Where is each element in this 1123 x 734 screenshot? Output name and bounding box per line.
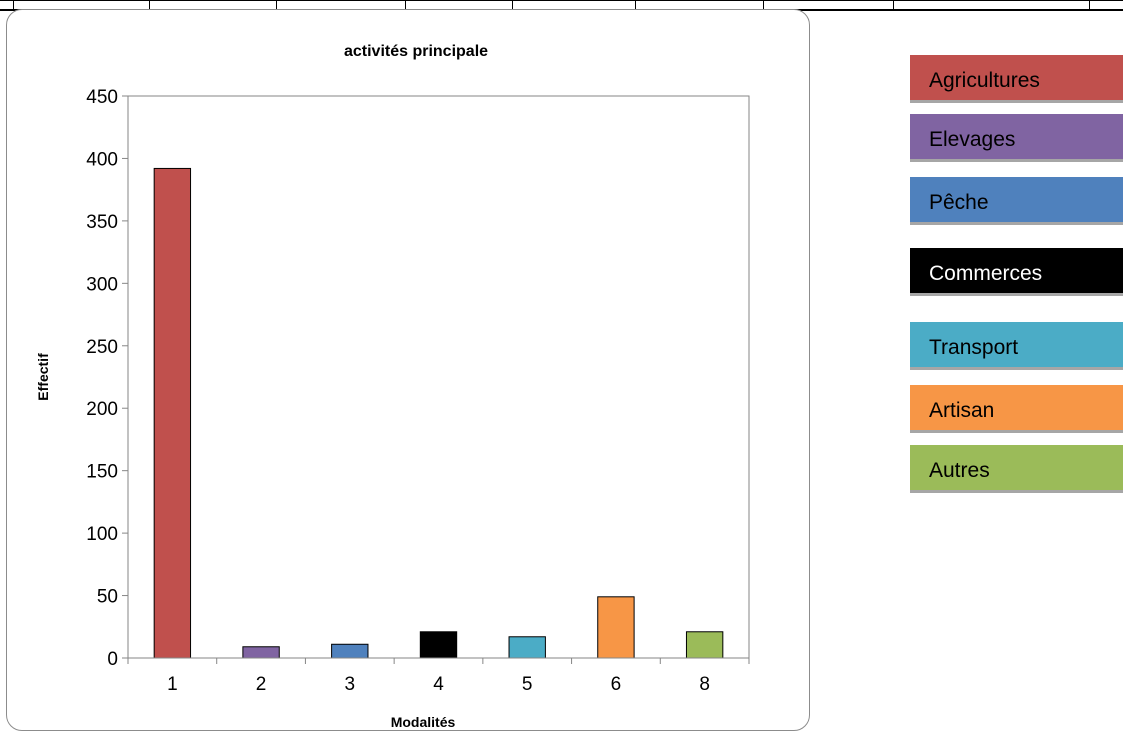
legend-box-commerces: Commerces	[910, 248, 1123, 296]
legend-box-agricultures: Agricultures	[910, 55, 1123, 103]
legend-label: Autres	[929, 459, 990, 482]
x-tick-label: 2	[256, 674, 267, 695]
table-cell-divider	[893, 0, 894, 11]
table-cell-divider	[13, 0, 14, 11]
table-cell-divider	[763, 0, 764, 11]
bar	[331, 643, 369, 659]
bars	[153, 167, 724, 659]
x-tick-label: 1	[167, 674, 178, 695]
x-axis: 1 2 3 4 5 6 8	[127, 657, 750, 695]
legend-label: Transport	[929, 336, 1019, 359]
bar	[153, 167, 192, 659]
table-top-rule	[0, 0, 1123, 1]
legend-box-elevages: Elevages	[910, 114, 1123, 162]
legend-label: Pêche	[929, 191, 989, 214]
legend-label: Agricultures	[929, 69, 1040, 92]
legend-box-transport: Transport	[910, 322, 1123, 370]
legend-label: Artisan	[929, 399, 995, 422]
y-tick-label: 50	[97, 587, 118, 608]
y-tick-label: 100	[86, 524, 118, 545]
plot-area	[127, 95, 750, 659]
y-tick-label: 250	[86, 337, 118, 358]
y-axis-title: Effectif	[35, 353, 51, 401]
bar	[419, 631, 458, 659]
x-axis-title: Modalités	[391, 714, 456, 730]
legend-box-autres: Autres	[910, 445, 1123, 493]
legend-label: Elevages	[929, 128, 1016, 151]
x-tick-label: 6	[611, 674, 622, 695]
y-tick-label: 150	[86, 462, 118, 483]
table-cell-divider	[276, 0, 277, 11]
x-tick-label: 4	[433, 674, 444, 695]
bar-chart: activités principale 0 50 100 150 200 250 300 3…	[35, 43, 750, 730]
bar	[508, 636, 546, 659]
table-cell-divider	[405, 0, 406, 11]
y-axis: 0 50 100 150 200 250 300 350 400 450	[86, 87, 129, 670]
y-tick-label: 300	[86, 274, 118, 295]
y-tick-label: 200	[86, 399, 118, 420]
y-tick-label: 350	[86, 212, 118, 233]
legend-label: Commerces	[929, 262, 1043, 285]
y-tick-label: 450	[86, 87, 118, 108]
table-cell-divider	[635, 0, 636, 11]
bar	[597, 596, 635, 659]
x-tick-label: 3	[344, 674, 355, 695]
table-cell-divider	[149, 0, 150, 11]
table-cell-divider	[512, 0, 513, 11]
y-tick-label: 0	[107, 649, 118, 670]
table-cell-divider	[1089, 0, 1090, 11]
bar	[685, 631, 724, 659]
x-tick-label: 5	[522, 674, 533, 695]
y-tick-label: 400	[86, 149, 118, 170]
bar	[242, 646, 280, 659]
legend-box-peche: Pêche	[910, 177, 1123, 225]
x-tick-label: 8	[699, 674, 710, 695]
legend-box-artisan: Artisan	[910, 385, 1123, 433]
chart-title: activités principale	[344, 43, 488, 60]
